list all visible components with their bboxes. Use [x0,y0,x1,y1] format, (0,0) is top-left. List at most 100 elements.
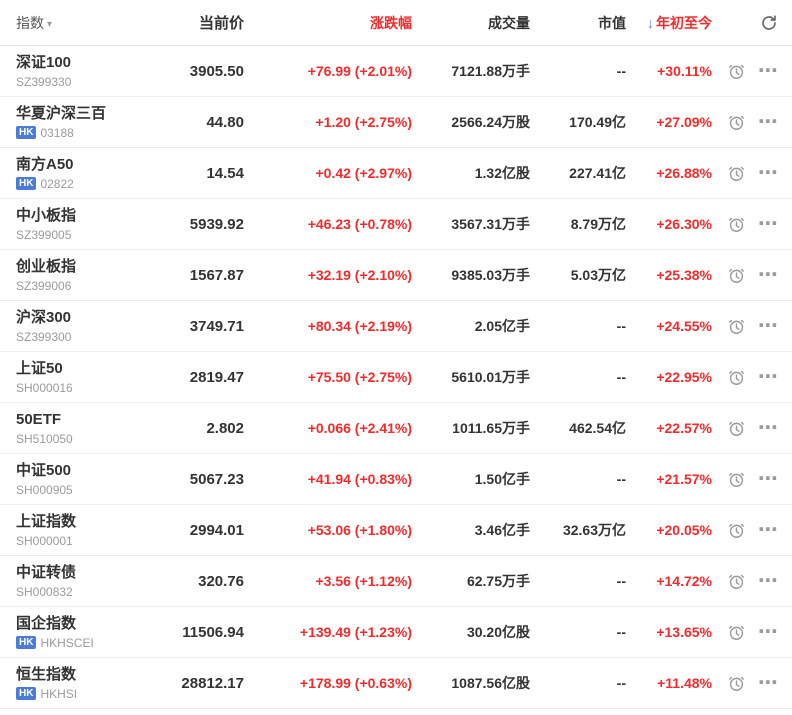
table-row[interactable]: 南方A50 HK 02822 14.54 +0.42 (+2.97%) 1.32… [0,148,792,199]
alarm-clock-icon[interactable] [727,623,746,642]
more-options-icon[interactable]: ⋯ [758,213,778,235]
index-code: SH000905 [16,482,73,497]
alarm-clock-icon[interactable] [727,368,746,387]
index-code: SZ399300 [16,329,72,344]
index-code: HKHSCEI [40,635,94,650]
index-name: 南方A50 [16,155,74,173]
index-name: 恒生指数 [16,665,77,683]
hk-badge: HK [16,177,37,190]
alarm-clock-icon[interactable] [727,674,746,693]
current-price: 14.54 [206,164,244,182]
market-cap: 462.54亿 [569,420,626,436]
ytd-change: +27.09% [656,114,712,130]
current-price: 2994.01 [189,521,244,539]
current-price: 2.802 [206,419,244,437]
volume: 1011.65万手 [452,420,530,436]
more-options-icon[interactable]: ⋯ [758,519,778,541]
table-row[interactable]: 深证100 HK SZ399330 3905.50 +76.99 (+2.01%… [0,46,792,97]
index-name: 创业板指 [16,257,77,275]
current-price: 5939.92 [189,215,244,233]
index-name: 中证500 [16,461,72,479]
index-code: 03188 [40,125,74,140]
index-code-line: HK SZ399330 [16,74,132,90]
column-header-volume[interactable]: 成交量 [488,14,530,31]
table-row[interactable]: 中证转债 HK SH000832 320.76 +3.56 (+1.12%) 6… [0,556,792,607]
more-options-icon[interactable]: ⋯ [758,315,778,337]
price-change: +0.066 (+2.41%) [307,420,412,436]
table-row[interactable]: 中证500 HK SH000905 5067.23 +41.94 (+0.83%… [0,454,792,505]
market-cap: -- [616,63,626,79]
index-code: SZ399006 [16,278,72,293]
table-row[interactable]: 50ETF HK SH510050 2.802 +0.066 (+2.41%) … [0,403,792,454]
volume: 3.46亿手 [474,522,530,538]
alarm-clock-icon[interactable] [727,572,746,591]
index-code: SH000016 [16,380,73,395]
sort-descending-icon: ↓ [647,14,654,31]
index-code: SZ399005 [16,227,72,242]
alarm-clock-icon[interactable] [727,521,746,540]
column-header-ytd[interactable]: ↓ 年初至今 [626,13,716,33]
index-code: HKHSI [40,686,78,701]
table-row[interactable]: 上证50 HK SH000016 2819.47 +75.50 (+2.75%)… [0,352,792,403]
alarm-clock-icon[interactable] [727,470,746,489]
alarm-clock-icon[interactable] [727,317,746,336]
hk-badge: HK [16,636,37,649]
current-price: 28812.17 [181,674,244,692]
market-cap: -- [616,573,626,589]
index-code-line: HK HKHSI [16,686,132,702]
column-header-price[interactable]: 当前价 [198,15,244,32]
table-row[interactable]: 恒生指数 HK HKHSI 28812.17 +178.99 (+0.63%) … [0,658,792,709]
price-change: +75.50 (+2.75%) [307,369,412,385]
current-price: 5067.23 [189,470,244,488]
price-change: +53.06 (+1.80%) [307,522,412,538]
more-options-icon[interactable]: ⋯ [758,111,778,133]
more-options-icon[interactable]: ⋯ [758,162,778,184]
index-name: 中小板指 [16,206,77,224]
alarm-clock-icon[interactable] [727,266,746,285]
more-options-icon[interactable]: ⋯ [758,570,778,592]
volume: 1.50亿手 [474,471,530,487]
price-change: +3.56 (+1.12%) [315,573,412,589]
price-change: +76.99 (+2.01%) [307,63,412,79]
column-header-marketcap[interactable]: 市值 [598,14,626,31]
index-name-cell: 50ETF HK SH510050 [0,410,132,447]
ytd-change: +25.38% [656,267,712,283]
ytd-change: +22.57% [656,420,712,436]
row-actions: ⋯ [716,162,792,184]
more-options-icon[interactable]: ⋯ [758,417,778,439]
market-cap: -- [616,675,626,691]
table-row[interactable]: 华夏沪深三百 HK 03188 44.80 +1.20 (+2.75%) 256… [0,97,792,148]
alarm-clock-icon[interactable] [727,215,746,234]
row-actions: ⋯ [716,264,792,286]
more-options-icon[interactable]: ⋯ [758,672,778,694]
alarm-clock-icon[interactable] [727,113,746,132]
table-row[interactable]: 沪深300 HK SZ399300 3749.71 +80.34 (+2.19%… [0,301,792,352]
more-options-icon[interactable]: ⋯ [758,621,778,643]
row-actions: ⋯ [716,621,792,643]
volume: 3567.31万手 [451,216,530,232]
market-cap: 170.49亿 [569,114,626,130]
more-options-icon[interactable]: ⋯ [758,60,778,82]
index-name-cell: 中证500 HK SH000905 [0,461,132,498]
index-name-cell: 创业板指 HK SZ399006 [0,257,132,294]
index-code: 02822 [40,176,74,191]
alarm-clock-icon[interactable] [727,419,746,438]
alarm-clock-icon[interactable] [727,62,746,81]
alarm-clock-icon[interactable] [727,164,746,183]
index-name: 50ETF [16,410,62,428]
table-row[interactable]: 上证指数 HK SH000001 2994.01 +53.06 (+1.80%)… [0,505,792,556]
market-cap: 227.41亿 [569,165,626,181]
refresh-icon[interactable] [760,14,778,32]
more-options-icon[interactable]: ⋯ [758,468,778,490]
column-header-index[interactable]: 指数 ▾ [0,13,132,33]
more-options-icon[interactable]: ⋯ [758,366,778,388]
table-row[interactable]: 创业板指 HK SZ399006 1567.87 +32.19 (+2.10%)… [0,250,792,301]
price-change: +32.19 (+2.10%) [307,267,412,283]
column-header-change[interactable]: 涨跌幅 [370,14,412,31]
current-price: 320.76 [198,572,244,590]
table-row[interactable]: 中小板指 HK SZ399005 5939.92 +46.23 (+0.78%)… [0,199,792,250]
table-row[interactable]: 国企指数 HK HKHSCEI 11506.94 +139.49 (+1.23%… [0,607,792,658]
current-price: 3905.50 [189,62,244,80]
more-options-icon[interactable]: ⋯ [758,264,778,286]
index-name: 深证100 [16,53,72,71]
